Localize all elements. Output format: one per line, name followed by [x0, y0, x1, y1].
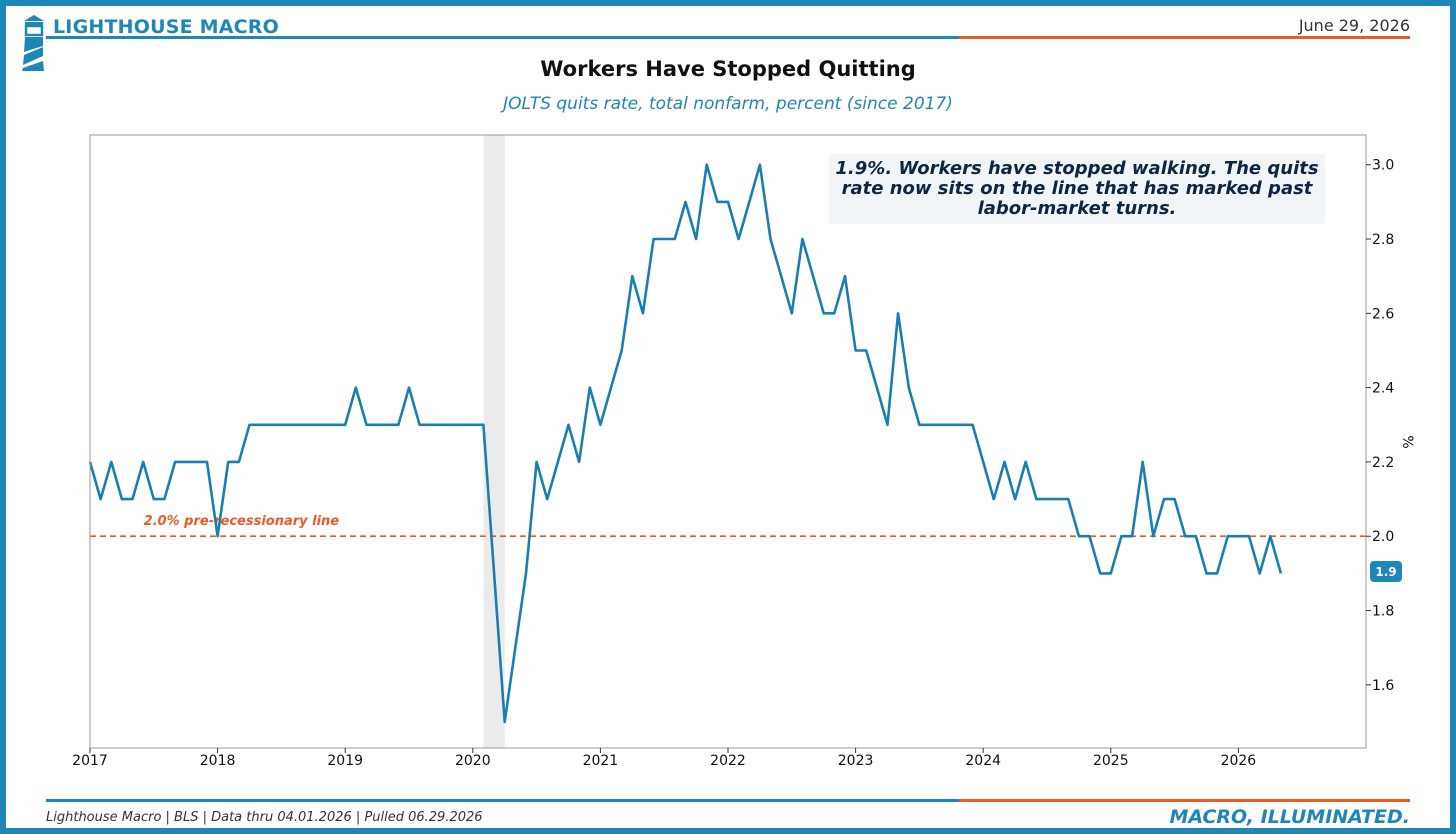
- chart-subtitle: JOLTS quits rate, total nonfarm, percent…: [503, 94, 953, 114]
- y-tick-label: 2.4: [1372, 381, 1394, 397]
- x-tick-label: 2023: [838, 753, 874, 769]
- header-rule: [46, 36, 1410, 39]
- chart-title: Workers Have Stopped Quitting: [540, 57, 916, 81]
- plot-area: [89, 134, 1367, 749]
- x-tick-label: 2018: [200, 753, 236, 769]
- x-tick-label: 2025: [1093, 753, 1129, 769]
- chart-annotation: 1.9%. Workers have stopped walking. The …: [829, 154, 1325, 224]
- y-tick-label: 3.0: [1372, 158, 1394, 174]
- x-tick-label: 2019: [327, 753, 363, 769]
- source-note: Lighthouse Macro | BLS | Data thru 04.01…: [46, 810, 483, 825]
- y-tick-label: 2.2: [1372, 455, 1394, 471]
- report-date: June 29, 2026: [1298, 16, 1410, 35]
- x-tick-label: 2026: [1221, 753, 1257, 769]
- brand-name: LIGHTHOUSE MACRO: [53, 16, 279, 38]
- x-tick-label: 2021: [583, 753, 619, 769]
- lighthouse-icon: [22, 15, 44, 71]
- y-tick-label: 1.6: [1372, 678, 1394, 694]
- last-value-badge: 1.9: [1370, 561, 1402, 582]
- recession-band: [483, 135, 505, 748]
- y-tick-label: 2.6: [1372, 306, 1394, 322]
- y-tick-label: 2.8: [1372, 232, 1394, 248]
- x-tick-label: 2020: [455, 753, 491, 769]
- y-tick-label: 1.8: [1372, 604, 1394, 620]
- tagline: MACRO, ILLUMINATED.: [1169, 806, 1410, 828]
- y-tick-label: 2.0: [1372, 529, 1394, 545]
- footer-rule: [46, 799, 1410, 802]
- reference-line-label: 2.0% pre-recessionary line: [144, 514, 340, 529]
- y-axis-label: %: [1399, 435, 1415, 448]
- x-tick-label: 2022: [710, 753, 746, 769]
- x-tick-label: 2017: [72, 753, 108, 769]
- series-line: [88, 163, 1283, 724]
- x-tick-label: 2024: [965, 753, 1001, 769]
